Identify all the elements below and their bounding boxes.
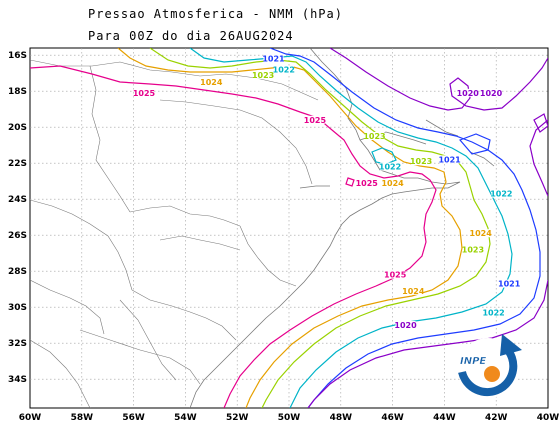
- isobar-label-bg: [403, 286, 424, 295]
- isobar-label-bg: [462, 245, 483, 254]
- lon-tick-label: 60W: [19, 413, 42, 423]
- isobar-label: 1025: [384, 271, 407, 280]
- isobar-label: 1020: [394, 321, 417, 330]
- lat-tick-label: 30S: [8, 303, 27, 313]
- isobar-label: 1025: [304, 116, 327, 125]
- isobar-1025-cell: [345, 177, 355, 187]
- isobar-label: 1020: [457, 89, 480, 98]
- lat-tick-label: 28S: [8, 267, 27, 277]
- logo-sun-icon: [484, 366, 500, 382]
- isobar-label: 1024: [200, 78, 223, 87]
- isobar-label: 1020: [480, 89, 503, 98]
- isobar-label: 1022: [379, 163, 401, 172]
- isobar-label: 1022: [490, 190, 512, 199]
- lat-tick-label: 22S: [8, 159, 27, 169]
- logo-arrow-icon: [500, 334, 522, 356]
- political-borders: [30, 59, 319, 408]
- inpe-logo: INPE: [458, 334, 522, 398]
- isobar-label: 1021: [438, 155, 461, 164]
- isobar-label: 1024: [402, 287, 425, 296]
- isobar-label: 1023: [363, 132, 385, 141]
- isobar-label-bg: [253, 70, 274, 79]
- lat-tick-label: 26S: [8, 231, 27, 241]
- lon-tick-label: 48W: [330, 413, 353, 423]
- isobar-1020-cell: [533, 113, 548, 133]
- isobar-1025: [30, 65, 437, 408]
- lon-tick-label: 58W: [71, 413, 94, 423]
- map-subtitle: Para 00Z do dia 26AUG2024: [88, 29, 294, 43]
- isobar-label-bg: [133, 88, 154, 97]
- lon-tick-label: 54W: [174, 413, 197, 423]
- isobar-label-bg: [304, 115, 325, 124]
- lon-tick-label: 56W: [122, 413, 145, 423]
- isobar-label: 1023: [462, 245, 484, 254]
- isobar-label: 1021: [498, 280, 521, 289]
- lon-tick-label: 44W: [433, 413, 456, 423]
- isobar-1022: [189, 48, 513, 408]
- isobar-label-bg: [382, 178, 403, 187]
- isobar-label-bg: [263, 54, 284, 63]
- isobar-label-bg: [439, 155, 460, 164]
- lat-tick-label: 16S: [8, 51, 27, 61]
- isobar-1024: [117, 48, 463, 408]
- isobar-label-bg: [356, 178, 377, 187]
- isobar-1021-cell: [458, 133, 491, 155]
- isobar-label-bg: [385, 270, 406, 279]
- isobar-label-bg: [483, 308, 504, 317]
- lon-tick-label: 42W: [485, 413, 508, 423]
- logo-text: INPE: [460, 356, 486, 367]
- isobar-label-bg: [273, 65, 294, 74]
- lat-tick-label: 34S: [8, 375, 27, 385]
- lat-tick-label: 18S: [8, 87, 27, 97]
- lon-tick-label: 52W: [226, 413, 249, 423]
- lon-tick-label: 40W: [537, 413, 560, 423]
- isobar-label: 1021: [262, 55, 285, 64]
- isobar-label-bg: [481, 88, 502, 97]
- lat-tick-label: 32S: [8, 339, 27, 349]
- isobar-label-bg: [395, 321, 416, 329]
- isobar-1021: [269, 48, 541, 408]
- lat-tick-label: 24S: [8, 195, 27, 205]
- isobar-label: 1024: [470, 229, 493, 238]
- isobar-label: 1025: [356, 179, 379, 188]
- isobar-label: 1024: [381, 179, 404, 188]
- isobar-label: 1025: [133, 89, 156, 98]
- isobar-label-bg: [491, 189, 512, 198]
- isobar-label-bg: [201, 78, 222, 86]
- longitude-labels: 60W 58W 56W 54W 52W 50W 48W 46W 44W 42W 40W: [19, 413, 560, 423]
- isobar-label-bg: [457, 88, 478, 97]
- isobar-label-bg: [380, 162, 401, 171]
- lon-tick-label: 46W: [381, 413, 404, 423]
- isobar-label: 1022: [273, 65, 295, 74]
- map-title: Pressao Atmosferica - NMM (hPa): [88, 7, 343, 21]
- isobar-label: 1022: [482, 308, 504, 317]
- isobar-label: 1023: [252, 71, 274, 80]
- lon-tick-label: 50W: [278, 413, 301, 423]
- lat-tick-label: 20S: [8, 123, 27, 133]
- isobar-label-bg: [499, 279, 520, 288]
- isobar-1022-cell: [371, 147, 397, 165]
- latitude-labels: 16S 18S 20S 22S 24S 26S 28S 30S 32S 34S: [8, 51, 27, 385]
- isobar-label-bg: [364, 132, 385, 140]
- isobar-label-bg: [411, 157, 432, 166]
- logo-arc: [458, 345, 518, 397]
- isobar-label: 1023: [410, 157, 432, 166]
- isobar-label-bg: [470, 229, 491, 238]
